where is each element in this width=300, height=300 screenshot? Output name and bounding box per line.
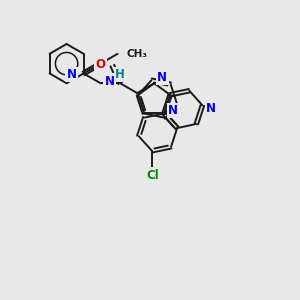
- Text: Cl: Cl: [146, 169, 159, 182]
- Text: CH₃: CH₃: [126, 49, 147, 59]
- Text: H: H: [115, 68, 125, 81]
- Text: N: N: [168, 104, 178, 117]
- Text: N: N: [67, 68, 77, 81]
- Text: N: N: [206, 102, 216, 115]
- Text: O: O: [95, 58, 106, 71]
- Text: N: N: [104, 75, 115, 88]
- Text: N: N: [157, 71, 167, 84]
